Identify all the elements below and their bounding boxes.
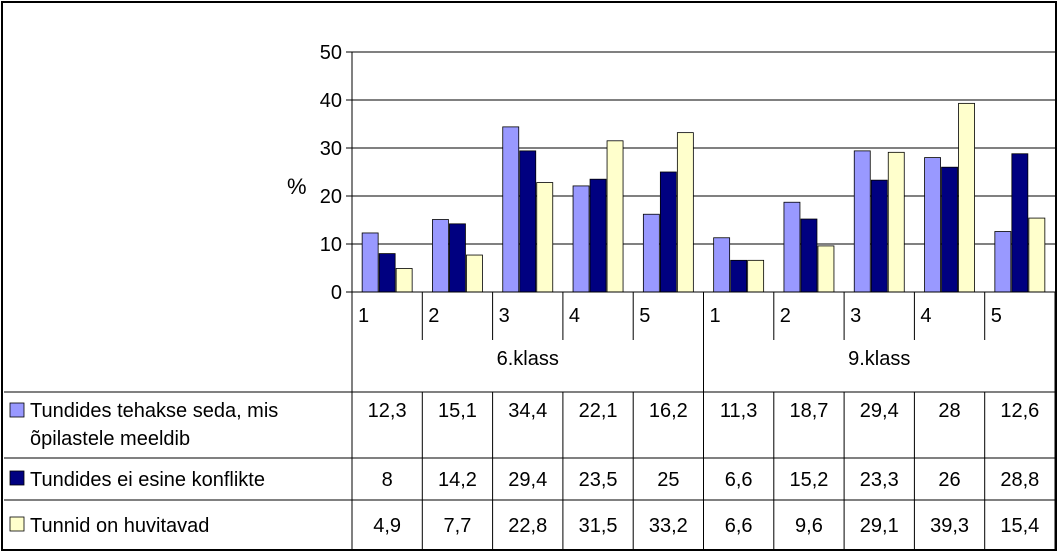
y-tick-label: 30 bbox=[320, 138, 342, 160]
data-label: 22,1 bbox=[579, 400, 618, 422]
bar-series-1 bbox=[361, 232, 379, 293]
y-tick-label: 20 bbox=[320, 186, 342, 208]
table-row: Tunnid on huvitavad 4,9 7,7 22,8 31,5 33,2 6,6… bbox=[9, 515, 1039, 537]
bar-series-3 bbox=[676, 132, 694, 293]
bar-series-3 bbox=[466, 254, 483, 293]
bar-series-2 bbox=[1011, 153, 1029, 293]
data-label: 8 bbox=[382, 469, 393, 491]
x-tick-label: 2 bbox=[780, 305, 791, 327]
data-label: 18,7 bbox=[789, 400, 828, 422]
data-label: 4,9 bbox=[373, 515, 401, 537]
bar-series-1 bbox=[713, 237, 731, 293]
x-tick-label: 4 bbox=[920, 305, 931, 327]
bar-series-2 bbox=[378, 253, 396, 293]
bar-series-2 bbox=[941, 166, 958, 293]
bar-series-2 bbox=[519, 150, 537, 293]
data-label: 15,1 bbox=[438, 400, 477, 422]
data-label: 34,4 bbox=[508, 400, 547, 422]
bar-series-1 bbox=[924, 157, 941, 293]
legend-label: õpilastele meeldib bbox=[30, 428, 190, 450]
x-tick-label: 1 bbox=[358, 305, 369, 327]
x-tick-label: 3 bbox=[850, 305, 861, 327]
bar-series-3 bbox=[958, 102, 975, 293]
x-tick-label: 5 bbox=[639, 305, 650, 327]
data-label: 15,2 bbox=[789, 469, 828, 491]
data-label: 31,5 bbox=[579, 515, 618, 537]
data-label: 9,6 bbox=[795, 515, 823, 537]
bar-series-3 bbox=[536, 182, 554, 293]
data-label: 26 bbox=[938, 469, 960, 491]
y-tick-label: 40 bbox=[320, 90, 342, 112]
bar-series-2 bbox=[730, 259, 748, 293]
legend-label: Tundides tehakse seda, mis bbox=[30, 400, 278, 422]
data-label: 23,5 bbox=[579, 469, 618, 491]
data-table: Tundides tehakse seda, mis õpilastele mee… bbox=[4, 391, 1056, 550]
legend-label: Tunnid on huvitavad bbox=[30, 515, 209, 537]
y-tick-label: 0 bbox=[331, 282, 342, 304]
data-label: 16,2 bbox=[649, 400, 688, 422]
bar-series-3 bbox=[606, 140, 624, 293]
data-label: 12,3 bbox=[368, 400, 407, 422]
data-label: 22,8 bbox=[508, 515, 547, 537]
x-tick-label: 5 bbox=[991, 305, 1002, 327]
data-label: 14,2 bbox=[438, 469, 477, 491]
data-label: 33,2 bbox=[649, 515, 688, 537]
bar-series-3 bbox=[395, 268, 413, 293]
category-axis: 1 2 3 4 5 1 2 3 4 5 6.klass 9.klass bbox=[351, 291, 1056, 392]
x-tick-label: 4 bbox=[569, 305, 580, 327]
data-label: 7,7 bbox=[444, 515, 472, 537]
table-row: Tundides tehakse seda, mis õpilastele mee… bbox=[9, 400, 1039, 450]
x-tick-label: 1 bbox=[710, 305, 721, 327]
bar-series-1 bbox=[502, 126, 520, 293]
bar-series-1 bbox=[642, 213, 660, 293]
data-label: 28,8 bbox=[1000, 469, 1039, 491]
y-tick-label: 10 bbox=[320, 234, 342, 256]
bar-series-3 bbox=[747, 259, 765, 293]
bar-series-3 bbox=[1028, 217, 1046, 293]
data-label: 25 bbox=[657, 469, 679, 491]
bar-series-2 bbox=[659, 171, 677, 293]
data-label: 28 bbox=[938, 400, 960, 422]
bar-series-1 bbox=[432, 219, 449, 293]
bar-series-1 bbox=[572, 185, 590, 293]
bar-series-2 bbox=[800, 218, 818, 293]
bar-series-2 bbox=[870, 179, 888, 293]
legend-label: Tundides ei esine konflikte bbox=[30, 469, 265, 491]
x-tick-label: 3 bbox=[499, 305, 510, 327]
data-label: 29,1 bbox=[860, 515, 899, 537]
bar-series-2 bbox=[589, 178, 607, 293]
data-label: 15,4 bbox=[1000, 515, 1039, 537]
data-label: 39,3 bbox=[930, 515, 969, 537]
x-tick-label: 2 bbox=[428, 305, 439, 327]
bar-series-3 bbox=[817, 245, 835, 293]
data-label: 6,6 bbox=[725, 469, 753, 491]
y-tick-label: 50 bbox=[320, 42, 342, 64]
data-label: 23,3 bbox=[860, 469, 899, 491]
legend-key bbox=[9, 470, 25, 486]
data-label: 11,3 bbox=[720, 400, 757, 422]
table-row: Tundides ei esine konflikte 8 14,2 29,4 23,5… bbox=[9, 469, 1039, 491]
data-label: 29,4 bbox=[860, 400, 899, 422]
bar-series-3 bbox=[887, 151, 905, 293]
y-axis-label: % bbox=[287, 174, 307, 199]
data-label: 12,6 bbox=[1000, 400, 1039, 422]
data-label: 29,4 bbox=[508, 469, 547, 491]
group-label: 6.klass bbox=[497, 348, 559, 370]
data-label: 6,6 bbox=[725, 515, 753, 537]
bar-series-1 bbox=[853, 150, 871, 293]
bar-series-1 bbox=[783, 201, 801, 293]
legend-key bbox=[9, 516, 25, 532]
legend-key bbox=[9, 402, 25, 418]
bar-series-2 bbox=[449, 223, 466, 293]
group-label: 9.klass bbox=[848, 348, 910, 370]
bar-series-1 bbox=[994, 231, 1012, 293]
